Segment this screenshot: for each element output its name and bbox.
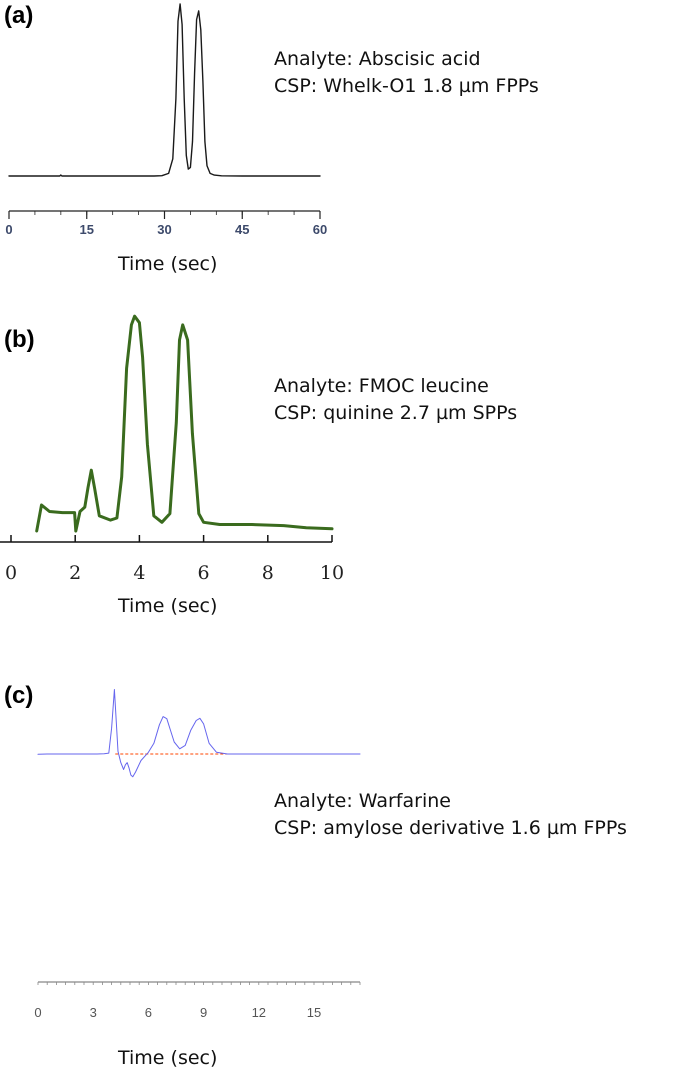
x-tick-label: 9	[200, 1005, 207, 1020]
x-tick-label: 30	[157, 222, 171, 237]
chromatogram-trace	[37, 689, 361, 778]
x-tick-label: 0	[5, 562, 17, 584]
chromatogram-trace	[35, 314, 334, 533]
analyte-label-a: Analyte: Abscisic acid	[274, 48, 481, 70]
x-tick-label: 12	[252, 1005, 266, 1020]
annotation-c: Analyte: Warfarine CSP: amylose derivati…	[274, 788, 627, 842]
csp-label-a: CSP: Whelk-O1 1.8 µm FPPs	[274, 75, 539, 97]
x-tick-label: 0	[5, 222, 12, 237]
annotation-a: Analyte: Abscisic acid CSP: Whelk-O1 1.8…	[274, 46, 539, 100]
x-tick-label: 6	[198, 562, 210, 584]
x-axis-title-b: Time (sec)	[118, 595, 218, 617]
x-tick-label: 2	[69, 562, 81, 584]
x-tick-label: 3	[90, 1005, 97, 1020]
x-tick-label: 15	[80, 222, 94, 237]
panel-label-a: (a)	[4, 2, 34, 29]
panel-label-c: (c)	[4, 682, 34, 709]
x-axis-title-c: Time (sec)	[118, 1047, 218, 1069]
x-tick-label: 8	[262, 562, 274, 584]
analyte-label-b: Analyte: FMOC leucine	[274, 375, 489, 397]
x-tick-label: 45	[235, 222, 249, 237]
x-tick-label: 15	[307, 1005, 321, 1020]
x-tick-label: 60	[313, 222, 327, 237]
x-tick-label: 0	[34, 1005, 41, 1020]
x-tick-label: 6	[145, 1005, 152, 1020]
panel-label-b: (b)	[4, 326, 35, 353]
x-tick-label: 10	[320, 562, 344, 584]
x-tick-label: 4	[133, 562, 145, 584]
x-axis-title-a: Time (sec)	[118, 253, 218, 275]
annotation-b: Analyte: FMOC leucine CSP: quinine 2.7 µ…	[274, 373, 517, 427]
csp-label-b: CSP: quinine 2.7 µm SPPs	[274, 402, 518, 424]
csp-label-c: CSP: amylose derivative 1.6 µm FPPs	[274, 817, 627, 839]
analyte-label-c: Analyte: Warfarine	[274, 790, 451, 812]
chromatogram-trace	[8, 3, 321, 177]
